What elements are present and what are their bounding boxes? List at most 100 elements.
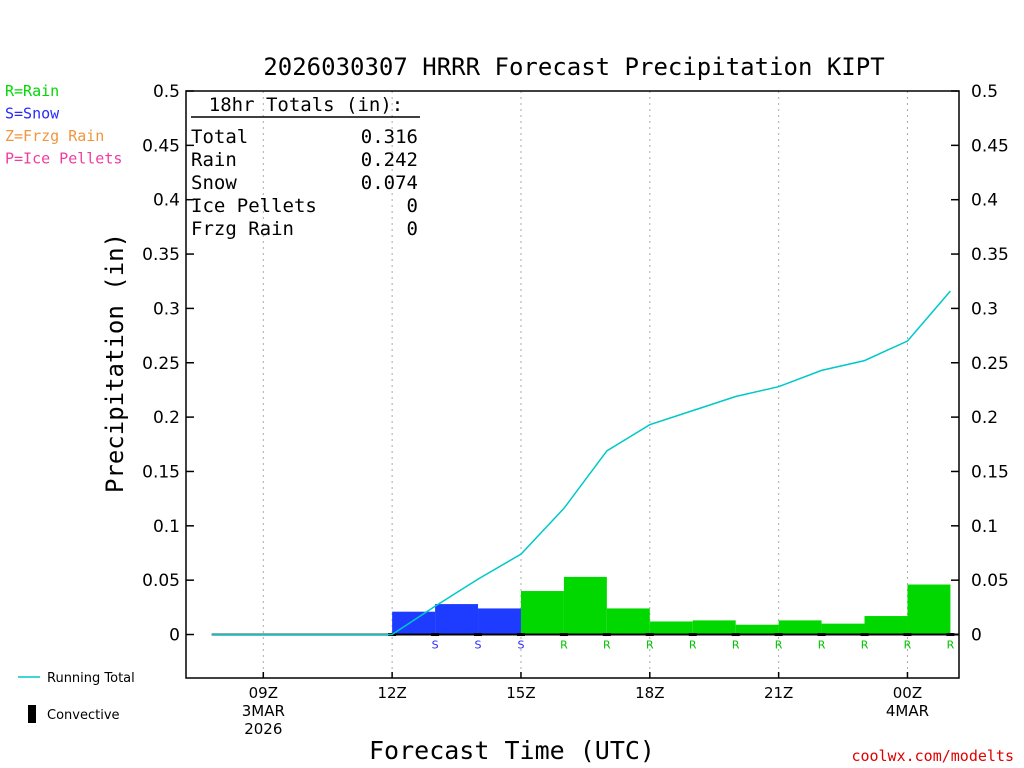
ptype-label: R	[818, 639, 826, 652]
ptype-label: R	[560, 639, 568, 652]
precip-bar	[520, 591, 564, 635]
precip-bar	[563, 576, 607, 635]
precip-bar	[778, 620, 822, 635]
x-tick-label: 12Z	[377, 684, 406, 702]
y-tick-label-right: 0.3	[971, 299, 998, 319]
y-tick-label-right: 0.5	[971, 82, 998, 102]
ptype-label: R	[646, 639, 654, 652]
totals-row-value: 0.074	[361, 172, 418, 194]
precip-bar	[907, 584, 951, 635]
ptype-legend: R=Rain S=Snow Z=Frzg Rain P=Ice Pellets	[5, 82, 122, 168]
totals-row-label: Snow	[191, 172, 237, 194]
totals-row-label: Total	[191, 126, 248, 148]
y-tick-label-right: 0.4	[971, 191, 998, 211]
x-tick-label: 21Z	[764, 684, 793, 702]
y-tick-label-right: 0.05	[971, 571, 1009, 591]
precip-bar	[435, 604, 479, 635]
precip-bars	[392, 576, 951, 635]
precip-bar	[606, 608, 650, 635]
y-tick-label-right: 0.35	[971, 245, 1009, 265]
x-tick-label: 00Z	[893, 684, 922, 702]
y-tick-label-left: 0.45	[142, 136, 180, 156]
y-tick-label-right: 0.25	[971, 354, 1009, 374]
running-total-legend-label: Running Total	[47, 671, 135, 686]
y-tick-label-left: 0.35	[142, 245, 180, 265]
ptype-label: R	[904, 639, 912, 652]
running-total-line	[211, 290, 951, 636]
y-tick-label-left: 0.4	[153, 191, 180, 211]
x-gridlines	[262, 91, 908, 678]
totals-row-label: Frzg Rain	[191, 218, 294, 240]
chart-title: 2026030307 HRRR Forecast Precipitation K…	[263, 53, 884, 81]
totals-heading: 18hr Totals (in):	[209, 94, 403, 116]
ptype-legend-entry: P=Ice Pellets	[5, 150, 122, 168]
ptype-label: R	[732, 639, 740, 652]
totals-row-value: 0	[407, 195, 418, 217]
y-tick-label-left: 0.5	[153, 82, 180, 102]
ptype-label: R	[775, 639, 783, 652]
y-tick-label-left: 0.1	[153, 517, 180, 537]
convective-legend-label: Convective	[47, 708, 120, 723]
totals-row-label: Ice Pellets	[191, 195, 317, 217]
convective-marker	[559, 633, 568, 637]
ptype-label: S	[432, 639, 439, 652]
convective-marker	[474, 633, 483, 637]
precip-bar	[478, 608, 521, 635]
totals-box: 18hr Totals (in): Total 0.316 Rain 0.242 Snow…	[191, 94, 420, 240]
y-tick-label-right: 0.15	[971, 462, 1009, 482]
x-axis-label: Forecast Time (UTC)	[369, 736, 655, 765]
precip-bar	[735, 624, 779, 635]
totals-row-value: 0	[407, 218, 418, 240]
convective-marker	[860, 633, 869, 637]
y-tick-label-left: 0.05	[142, 571, 180, 591]
plot-frame	[185, 90, 960, 679]
y-tick-label-left: 0.2	[153, 408, 180, 428]
y-tick-label-left: 0.3	[153, 299, 180, 319]
ptype-label: S	[475, 639, 482, 652]
y-tick-label-right: 0.45	[971, 136, 1009, 156]
ptype-label: R	[603, 639, 611, 652]
y-tick-label-left: 0	[169, 626, 180, 646]
convective-marker	[817, 633, 826, 637]
y-tick-label-right: 0	[971, 626, 982, 646]
totals-row-value: 0.242	[361, 149, 418, 171]
convective-marker	[602, 633, 611, 637]
x-tick-label: 2026	[244, 720, 282, 738]
y-tick-label-right: 0.1	[971, 517, 998, 537]
ptype-legend-entry: S=Snow	[5, 105, 60, 123]
y-tick-label-left: 0.15	[142, 462, 180, 482]
precip-bar	[692, 620, 736, 635]
convective-marker	[903, 633, 912, 637]
x-tick-label: 3MAR	[242, 702, 285, 720]
y-tick-label-left: 0.25	[142, 354, 180, 374]
credit-text: coolwx.com/modelts	[851, 747, 1014, 765]
precip-bar	[392, 611, 436, 635]
convective-marker	[431, 633, 440, 637]
y-axis-label: Precipitation (in)	[101, 233, 129, 493]
convective-legend-swatch	[28, 705, 36, 723]
x-tick-label: 15Z	[506, 684, 535, 702]
convective-marker	[688, 633, 697, 637]
convective-marker	[774, 633, 783, 637]
precip-bar	[864, 616, 908, 635]
totals-row-value: 0.316	[361, 126, 418, 148]
x-tick-label: 4MAR	[886, 702, 929, 720]
x-tick-label: 18Z	[635, 684, 664, 702]
ptype-legend-entry: Z=Frzg Rain	[5, 127, 104, 145]
convective-marker	[946, 633, 955, 637]
x-tick-label: 09Z	[249, 684, 278, 702]
y-tick-label-right: 0.2	[971, 408, 998, 428]
precip-bar	[649, 621, 693, 635]
totals-row-label: Rain	[191, 149, 237, 171]
convective-marker	[731, 633, 740, 637]
y-axis-ticks: 0 00.05 0.050.1 0.10.15 0.150.2 0.20.25 0.250.…	[142, 82, 1009, 646]
convective-marker	[645, 633, 654, 637]
precip-bar	[821, 623, 865, 635]
ptype-legend-entry: R=Rain	[5, 82, 59, 100]
ptype-label: R	[689, 639, 697, 652]
ptype-label: S	[517, 639, 524, 652]
ptype-label: R	[861, 639, 869, 652]
